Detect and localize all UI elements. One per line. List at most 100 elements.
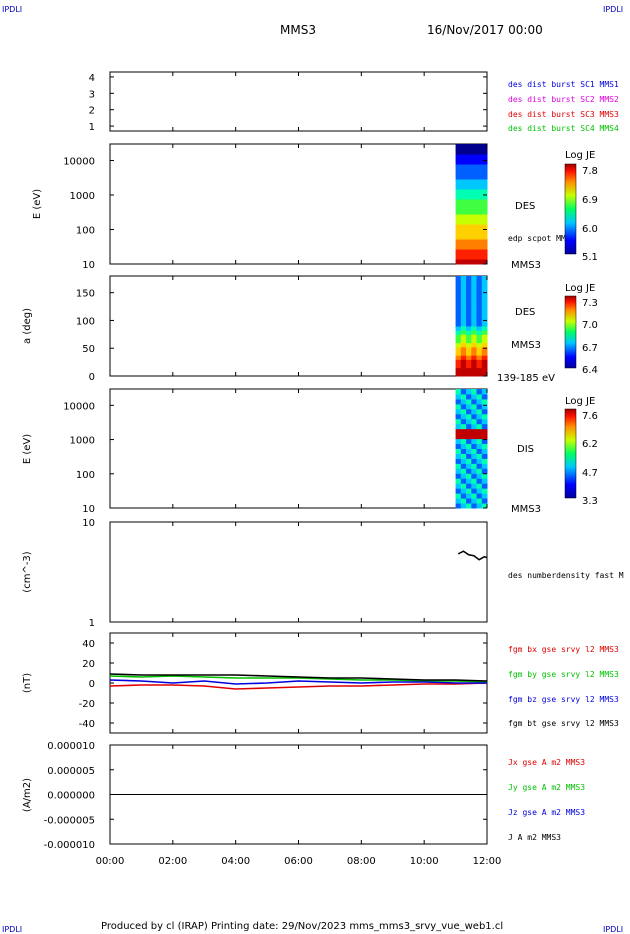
- spectrogram-cell: [455, 403, 462, 410]
- spectrogram-cell: [460, 346, 467, 352]
- spectrogram-cell: [471, 254, 478, 260]
- spectrogram-cell: [460, 488, 467, 494]
- spectrogram-cell: [481, 398, 488, 405]
- spectrogram-cell: [471, 453, 478, 459]
- ytick-label: 1: [89, 618, 95, 629]
- spectrogram-cell: [476, 301, 483, 306]
- spectrogram-cell: [455, 209, 462, 215]
- spectrogram-cell: [476, 367, 483, 373]
- colorbar-2-scale: [564, 295, 577, 369]
- spectrogram-cell: [476, 423, 483, 430]
- spectrogram-cell: [481, 313, 488, 319]
- colorbar-2-title: Log JE: [565, 283, 595, 294]
- spectrogram-cell: [455, 301, 462, 306]
- spectrogram-cell: [481, 393, 488, 400]
- spectrogram-cell: [471, 438, 478, 445]
- spectrogram-cell: [466, 184, 472, 190]
- ylabel-dis-energy: E (eV): [22, 434, 33, 464]
- legend-jz: Jz gse A m2 MMS3: [508, 808, 585, 817]
- xtick-label: 08:00: [347, 856, 376, 867]
- spectrogram-cell: [476, 234, 483, 240]
- spectrogram-cell: [476, 184, 483, 190]
- ylabel-des-energy: E (eV): [32, 189, 43, 219]
- spectrogram-cell: [481, 154, 488, 160]
- spectrogram-cell: [466, 498, 472, 504]
- spectrogram-cell: [481, 159, 488, 165]
- spectrogram-cell: [455, 398, 462, 405]
- spectrogram-cell: [481, 418, 488, 425]
- spectrogram-cell: [481, 403, 488, 410]
- spectrogram-cell: [481, 334, 488, 339]
- spectrogram-cell: [471, 204, 478, 210]
- pad-energy-range: 139-185 eV: [497, 373, 555, 384]
- spectrogram-cell: [471, 326, 478, 331]
- spectrogram-cell: [466, 473, 472, 479]
- spectrogram-cell: [476, 189, 483, 195]
- spectrogram-cell: [466, 159, 472, 165]
- spectrogram-cell: [466, 463, 472, 469]
- spectrogram-cell: [476, 408, 483, 415]
- ytick-label: 100: [76, 225, 95, 236]
- spectrogram-cell: [471, 334, 478, 339]
- colorbar-1-tick-2: 6.0: [582, 224, 598, 235]
- spectrogram-cell: [481, 433, 488, 440]
- spectrogram-cell: [455, 159, 462, 165]
- spectrogram-cell: [481, 301, 488, 306]
- spectrogram-cell: [455, 164, 462, 170]
- corner-label-bottom-left: IPDLI: [2, 925, 22, 934]
- spectrogram-cell: [476, 321, 483, 327]
- spectrogram-cell: [471, 234, 478, 240]
- spectrogram-cell: [471, 330, 478, 335]
- spectrogram-cell: [471, 389, 478, 395]
- spectrogram-cell: [481, 363, 488, 369]
- spectrogram-cell: [455, 458, 462, 464]
- spectrogram-cell: [476, 229, 483, 235]
- ytick-label: 4: [89, 73, 95, 84]
- ytick-label: 150: [76, 289, 95, 300]
- spectrogram-cell: [460, 398, 467, 405]
- spectrogram-cell: [455, 498, 462, 504]
- spectrogram-cell: [476, 326, 483, 331]
- spectrogram-cell: [476, 317, 483, 323]
- spectrogram-cell: [466, 280, 472, 285]
- spectrogram-cell: [460, 498, 467, 504]
- ytick-label: 0.000005: [47, 766, 95, 777]
- spectrogram-cell: [466, 174, 472, 180]
- spectrogram-cell: [455, 488, 462, 494]
- colorbar-3-scale: [564, 408, 577, 499]
- spectrogram-cell: [460, 433, 467, 440]
- spectrogram-cell: [481, 359, 488, 364]
- spectrogram-cell: [471, 174, 478, 180]
- spectrogram-cell: [455, 453, 462, 459]
- spectrogram-cell: [460, 179, 467, 185]
- spectrogram-cell: [466, 326, 472, 331]
- des-label: DES: [515, 201, 535, 212]
- spectrogram-cell: [455, 144, 462, 150]
- spectrogram-cell: [460, 219, 467, 225]
- spectrogram-cell: [471, 423, 478, 430]
- spectrogram-cell: [466, 428, 472, 435]
- burst-legend: des dist burst SC1 MMS1 des dist burst S…: [508, 80, 619, 133]
- spectrogram-cell: [455, 313, 462, 319]
- spectrogram-cell: [460, 144, 467, 150]
- spectrogram-cell: [471, 498, 478, 504]
- field-line-0: [109, 682, 488, 690]
- spectrogram-cell: [481, 209, 488, 215]
- spectrogram-cell: [481, 355, 488, 360]
- xtick-label: 12:00: [473, 856, 502, 867]
- spectrogram-cell: [466, 219, 472, 225]
- spectrogram-cell: [476, 313, 483, 319]
- spectrogram-cell: [481, 164, 488, 170]
- spectrogram-cell: [466, 408, 472, 415]
- colorbar-pitch-angle: Log JE 7.3 7.0 6.7 6.4: [564, 283, 598, 376]
- spectrogram-cell: [455, 317, 462, 323]
- spectrogram-cell: [481, 292, 488, 298]
- spectrogram-cell: [466, 443, 472, 449]
- spectrogram-cell: [471, 164, 478, 170]
- spectrogram-cell: [481, 189, 488, 195]
- spectrogram-cell: [476, 179, 483, 185]
- spectrogram-cell: [471, 159, 478, 165]
- spectrogram-cell: [455, 389, 462, 395]
- spectrogram-cell: [481, 498, 488, 504]
- panel-1-frame: [109, 71, 488, 132]
